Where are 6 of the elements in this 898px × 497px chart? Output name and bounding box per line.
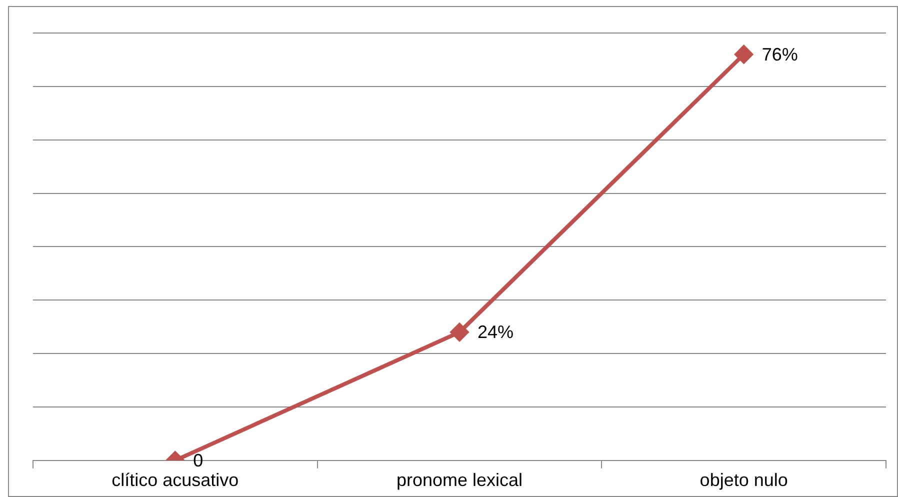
data-label: 76% <box>762 44 798 64</box>
x-tick-label: pronome lexical <box>396 470 523 490</box>
x-tick-label: objeto nulo <box>700 470 788 490</box>
data-label: 24% <box>478 322 514 342</box>
data-label: 0 <box>193 450 204 470</box>
x-tick-label: clítico acusativo <box>112 470 239 490</box>
